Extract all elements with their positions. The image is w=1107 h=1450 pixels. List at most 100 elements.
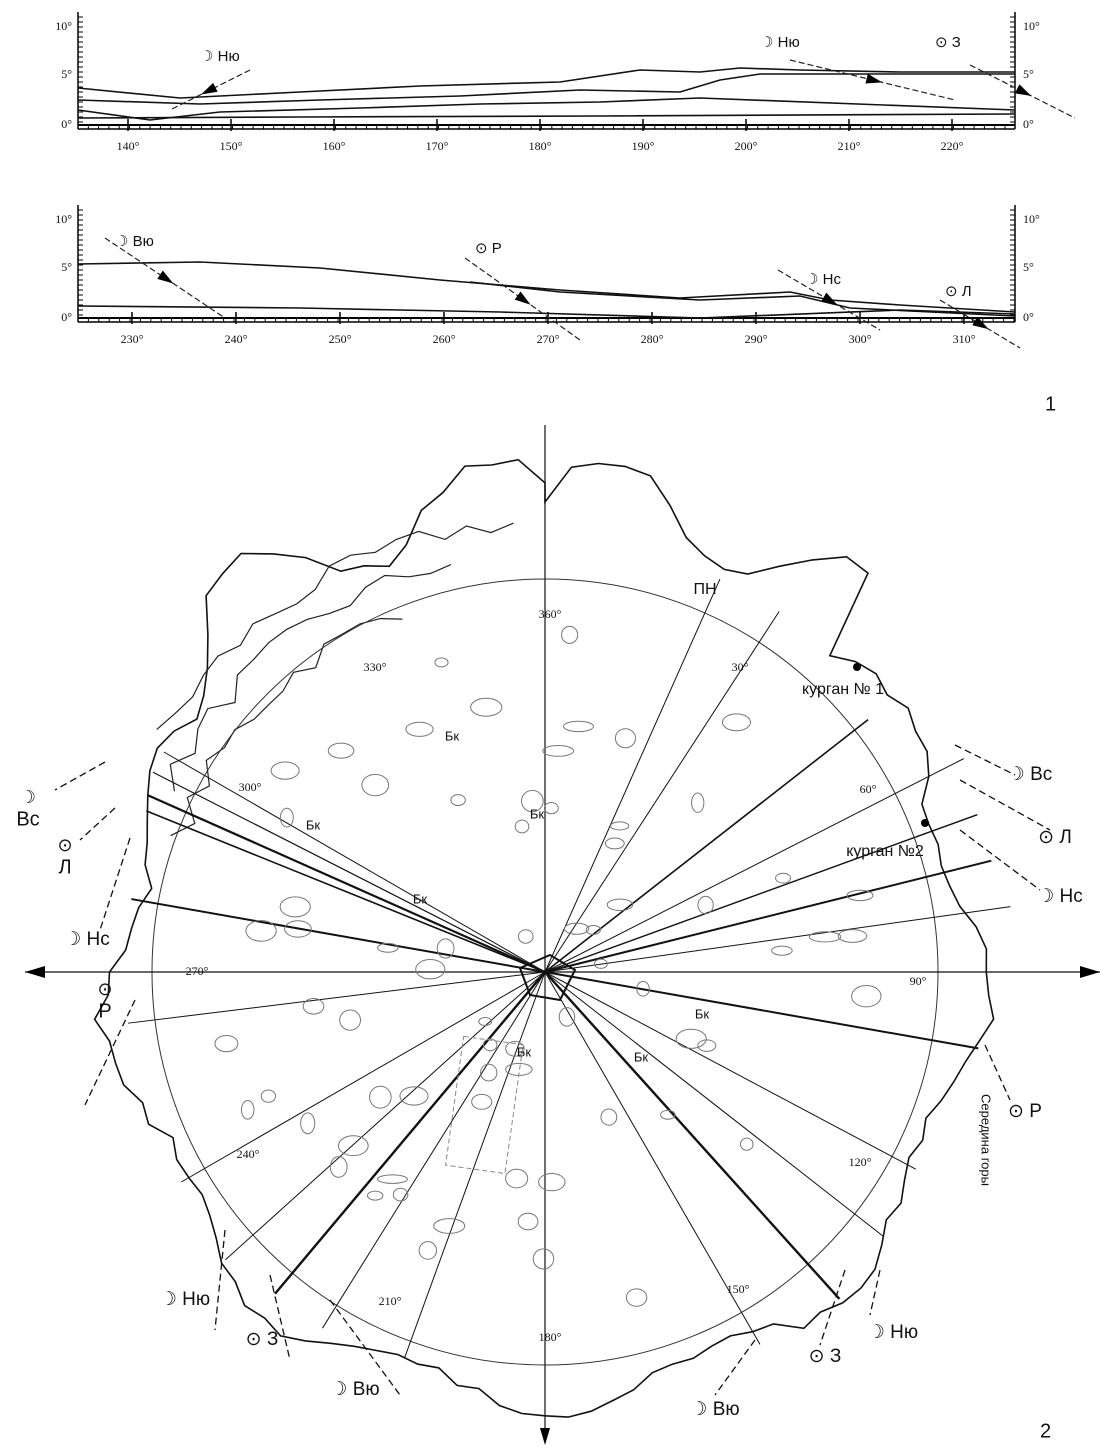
stone — [852, 986, 881, 1007]
azimuth-label: 360° — [539, 607, 562, 621]
figure: 1 2 10°10°5°5°0°0°140°150°160°170°180°19… — [0, 0, 1107, 1450]
direction-name: З — [830, 1346, 841, 1367]
x-tick-label: 260° — [433, 332, 456, 346]
horizon-profiles: 10°10°5°5°0°0°140°150°160°170°180°190°20… — [55, 7, 1075, 348]
enclosure — [446, 1036, 524, 1173]
marker-label: ☽ Ню — [760, 34, 800, 51]
azimuth-label: 30° — [732, 660, 749, 674]
stone-label: Бк — [306, 817, 321, 832]
stone — [483, 1039, 497, 1051]
direction-arrow — [960, 780, 1050, 830]
sight-ray — [545, 972, 884, 1237]
x-tick-label: 230° — [121, 332, 144, 346]
x-tick-label: 150° — [220, 139, 243, 153]
y-tick-label: 10° — [55, 19, 72, 33]
direction-symbol: ⊙ — [809, 1346, 825, 1367]
stone — [544, 802, 558, 813]
direction-name: Л — [1059, 827, 1071, 848]
direction-symbol: ☽ — [868, 1322, 885, 1343]
marker-symbol: ☽ — [760, 34, 773, 51]
direction-label: ⊙ З — [809, 1346, 842, 1367]
x-tick-label: 210° — [838, 139, 861, 153]
stone — [533, 1249, 553, 1269]
marker-symbol: ☽ — [805, 271, 818, 288]
y-tick-label: 0° — [1023, 117, 1034, 131]
stone — [518, 1213, 538, 1230]
stone — [377, 1175, 407, 1184]
direction-arrow — [715, 1340, 755, 1395]
stone — [605, 838, 624, 849]
direction-label: ⊙ Л — [1038, 827, 1072, 848]
stone — [506, 1169, 528, 1188]
stone — [435, 658, 448, 667]
azimuth-label: 300° — [239, 780, 262, 794]
x-tick-label: 170° — [426, 139, 449, 153]
stone — [451, 795, 465, 806]
direction-label: ☽ Нс — [1037, 886, 1083, 907]
ridge-line — [170, 565, 451, 792]
arrow — [25, 966, 45, 978]
stone — [692, 793, 704, 812]
marker-name: Ню — [218, 48, 240, 65]
direction-arrow — [960, 830, 1040, 890]
stone — [698, 1040, 716, 1052]
marker-symbol: ⊙ — [475, 240, 488, 257]
label: курган № 1 — [802, 681, 884, 698]
direction-symbol: ☽ — [160, 1289, 177, 1310]
stone — [722, 714, 750, 731]
direction-symbol: ☽ — [330, 1379, 347, 1400]
stone — [543, 746, 574, 757]
marker-label: ☽ Ню — [200, 48, 240, 65]
direction-name: Ню — [890, 1322, 918, 1343]
sight-ray — [225, 972, 545, 1260]
azimuth-label: 150° — [727, 1282, 750, 1296]
stone-label: Бк — [413, 891, 428, 906]
stone — [607, 899, 632, 910]
direction-label: ☽ Вю — [690, 1399, 739, 1420]
sight-ray — [545, 972, 916, 1169]
arrow — [540, 1428, 550, 1445]
direction-symbol: ⊙ — [1008, 1101, 1024, 1122]
sight-ray — [128, 972, 545, 1023]
direction-arrow — [870, 1270, 880, 1315]
marker-label: ☽ Вю — [115, 233, 154, 250]
stone — [838, 930, 866, 943]
site-plan: 360°30°60°90°120°150°180°210°240°270°300… — [16, 425, 1100, 1445]
direction-name: Ню — [182, 1289, 210, 1310]
marker-arrow — [1015, 84, 1032, 96]
stone — [676, 1029, 706, 1048]
stone — [370, 1086, 392, 1108]
marker-name: Ню — [778, 34, 800, 51]
x-tick-label: 200° — [735, 139, 758, 153]
stone — [611, 822, 629, 830]
direction-symbol: ⊙ — [246, 1329, 262, 1350]
sight-ray — [545, 861, 991, 972]
direction-symbol: ☽ — [1008, 764, 1025, 785]
mountain-outline — [95, 460, 994, 1417]
x-tick-label: 240° — [225, 332, 248, 346]
stone — [271, 762, 299, 779]
direction-label: ☽ Вю — [330, 1379, 379, 1400]
kurgan-dot — [921, 819, 929, 827]
stone — [246, 921, 276, 942]
marker-symbol: ⊙ — [945, 283, 958, 300]
marker-name: Л — [962, 283, 972, 300]
direction-label: ☽ Ню — [868, 1322, 918, 1343]
panel-label: 2 — [1040, 1420, 1051, 1442]
y-tick-label: 0° — [61, 310, 72, 324]
direction-arrow — [100, 838, 130, 930]
y-tick-label: 0° — [61, 117, 72, 131]
direction-name: Вю — [353, 1379, 380, 1400]
stone — [215, 1035, 238, 1051]
stone — [338, 1136, 368, 1156]
stone — [340, 1010, 361, 1030]
marker-name: Вю — [133, 233, 154, 250]
stone — [776, 873, 791, 883]
x-tick-label: 290° — [745, 332, 768, 346]
stone — [280, 897, 310, 917]
profile-frame — [78, 200, 1015, 323]
marker-arrow — [515, 291, 531, 304]
x-tick-label: 220° — [941, 139, 964, 153]
label: курган №2 — [846, 843, 924, 860]
marker-label: ⊙ З — [935, 34, 961, 51]
